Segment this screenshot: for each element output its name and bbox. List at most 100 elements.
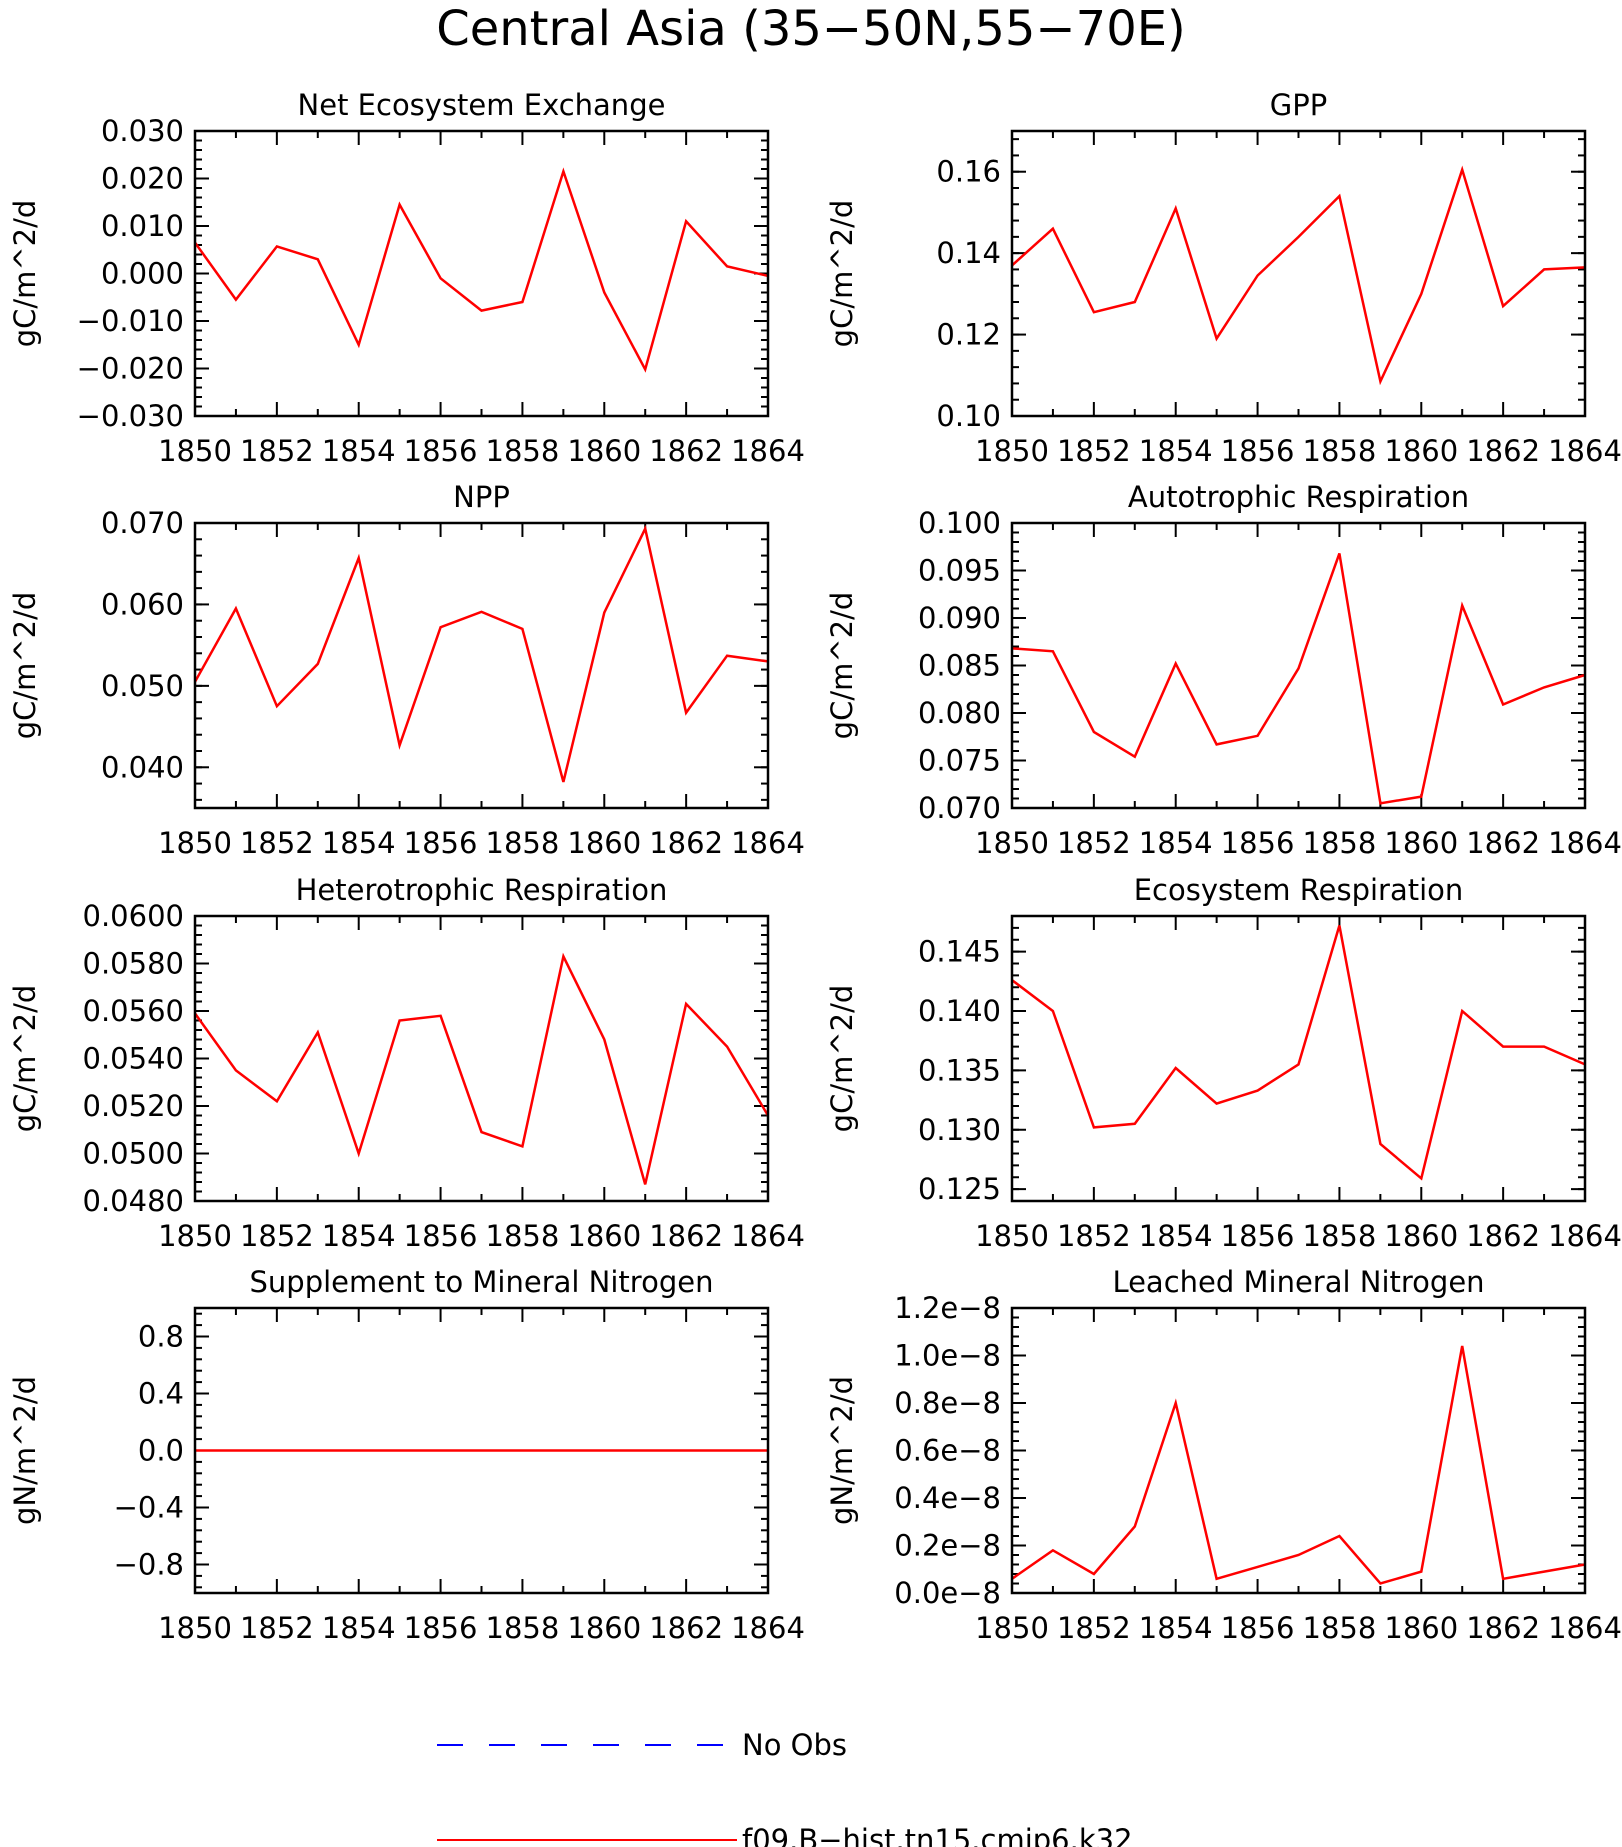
panel-title: NPP [453, 480, 510, 514]
panel-7: Supplement to Mineral Nitrogen gN/m^2/d 18… [8, 1265, 805, 1645]
y-tick-label: 0.2e−8 [894, 1529, 1001, 1563]
x-tick-label: 1850 [158, 1219, 232, 1253]
x-tick-label: 1852 [240, 826, 314, 860]
y-tick-label: −0.010 [77, 304, 184, 338]
x-tick-label: 1858 [486, 826, 560, 860]
x-tick-label: 1862 [649, 826, 723, 860]
x-tick-label: 1854 [1139, 1611, 1213, 1645]
y-tick-label: 0.0600 [83, 899, 184, 933]
series-line [1011, 552, 1586, 805]
y-tick-label: 0.135 [918, 1053, 1001, 1087]
panel-8: Leached Mineral Nitrogen gN/m^2/d 1850 1852… [825, 1265, 1622, 1645]
y-tick-label: 0.030 [101, 114, 184, 148]
y-axis-label: gC/m^2/d [825, 200, 859, 348]
y-tick-label: 0.000 [101, 257, 184, 291]
x-tick-label: 1854 [322, 1611, 396, 1645]
y-tick-label: 0.8e−8 [894, 1386, 1001, 1420]
series-line [193, 952, 770, 1185]
legend: No Obs f09.B−hist.tn15.cmip6.k32 [437, 1728, 1133, 1847]
y-tick-label: 0.130 [918, 1113, 1001, 1147]
y-axis-label: gC/m^2/d [825, 985, 859, 1133]
x-tick-label: 1860 [567, 1219, 641, 1253]
y-tick-label: 0.070 [918, 791, 1001, 825]
x-tick-label: 1852 [1057, 1611, 1131, 1645]
series-line [1011, 1345, 1586, 1585]
x-tick-label: 1858 [1303, 826, 1377, 860]
y-tick-label: 0.12 [936, 318, 1001, 352]
x-tick-label: 1862 [649, 1611, 723, 1645]
x-tick-label: 1860 [567, 826, 641, 860]
series-line [193, 167, 769, 373]
plot-frame [193, 521, 770, 810]
x-tick-label: 1864 [1548, 434, 1622, 468]
panel-title: Autotrophic Respiration [1128, 480, 1469, 514]
y-tick-label: 0.0500 [83, 1137, 184, 1171]
legend-label-2: f09.B−hist.tn15.cmip6.k32 [742, 1823, 1133, 1847]
x-tick-label: 1858 [1303, 434, 1377, 468]
x-tick-label: 1860 [1384, 1611, 1458, 1645]
y-tick-label: 0.8 [138, 1320, 184, 1354]
x-tick-label: 1852 [1057, 434, 1131, 468]
y-tick-label: 0.085 [918, 649, 1001, 683]
y-tick-label: 0.16 [936, 155, 1001, 189]
y-tick-label: 0.050 [101, 669, 184, 703]
x-tick-label: 1852 [1057, 1219, 1131, 1253]
y-tick-label: 0.0540 [83, 1042, 184, 1076]
x-tick-label: 1862 [649, 434, 723, 468]
panel-2: GPP gC/m^2/d 1850 1852 1854 1856 1858 1860 1862 1… [825, 88, 1622, 468]
y-tick-label: −0.030 [77, 399, 184, 433]
x-tick-label: 1856 [1221, 826, 1295, 860]
legend-label-1: No Obs [742, 1728, 847, 1762]
y-tick-label: 0.095 [918, 554, 1001, 588]
y-tick-label: 0.4 [138, 1377, 184, 1411]
x-tick-label: 1860 [567, 1611, 641, 1645]
x-tick-label: 1852 [240, 1219, 314, 1253]
y-tick-label: −0.020 [77, 352, 184, 386]
panel-title: Supplement to Mineral Nitrogen [250, 1265, 714, 1299]
x-tick-label: 1862 [1466, 1611, 1540, 1645]
y-tick-label: 0.10 [936, 399, 1001, 433]
panel-title: Ecosystem Respiration [1134, 873, 1464, 907]
y-tick-label: 0.145 [918, 935, 1001, 969]
y-tick-label: 1.0e−8 [894, 1339, 1001, 1373]
x-tick-label: 1856 [1221, 434, 1295, 468]
y-tick-label: 0.4e−8 [894, 1481, 1001, 1515]
figure-title: Central Asia (35−50N,55−70E) [436, 1, 1186, 57]
y-tick-label: 0.0e−8 [894, 1576, 1001, 1610]
panel-title: Leached Mineral Nitrogen [1112, 1265, 1484, 1299]
x-tick-label: 1854 [1139, 1219, 1213, 1253]
panel-title: Net Ecosystem Exchange [298, 88, 666, 122]
y-tick-label: 0.060 [101, 587, 184, 621]
y-axis-label: gC/m^2/d [8, 592, 42, 740]
x-tick-label: 1852 [240, 1611, 314, 1645]
x-tick-label: 1850 [158, 434, 232, 468]
x-tick-label: 1854 [322, 826, 396, 860]
y-tick-label: 0.0520 [83, 1089, 184, 1123]
x-tick-label: 1856 [404, 1219, 478, 1253]
x-tick-label: 1852 [1057, 826, 1131, 860]
x-tick-label: 1864 [1548, 826, 1622, 860]
x-tick-label: 1856 [404, 434, 478, 468]
x-tick-label: 1864 [731, 1611, 805, 1645]
y-tick-label: 0.080 [918, 696, 1001, 730]
y-tick-label: −0.8 [114, 1548, 184, 1582]
y-tick-label: 0.0480 [83, 1184, 184, 1218]
y-tick-label: 0.0560 [83, 994, 184, 1028]
y-axis-label: gN/m^2/d [825, 1376, 859, 1525]
x-tick-label: 1854 [322, 1219, 396, 1253]
x-tick-label: 1860 [1384, 1219, 1458, 1253]
y-tick-label: 0.020 [101, 162, 184, 196]
x-tick-label: 1854 [1139, 826, 1213, 860]
x-tick-label: 1858 [486, 1219, 560, 1253]
y-tick-label: 0.140 [918, 994, 1001, 1028]
y-tick-label: 0.0580 [83, 947, 184, 981]
y-tick-label: 0.075 [918, 744, 1001, 778]
y-axis-label: gC/m^2/d [8, 200, 42, 348]
x-tick-label: 1860 [1384, 434, 1458, 468]
y-tick-label: 0.100 [918, 506, 1001, 540]
plot-frame [1010, 521, 1587, 810]
